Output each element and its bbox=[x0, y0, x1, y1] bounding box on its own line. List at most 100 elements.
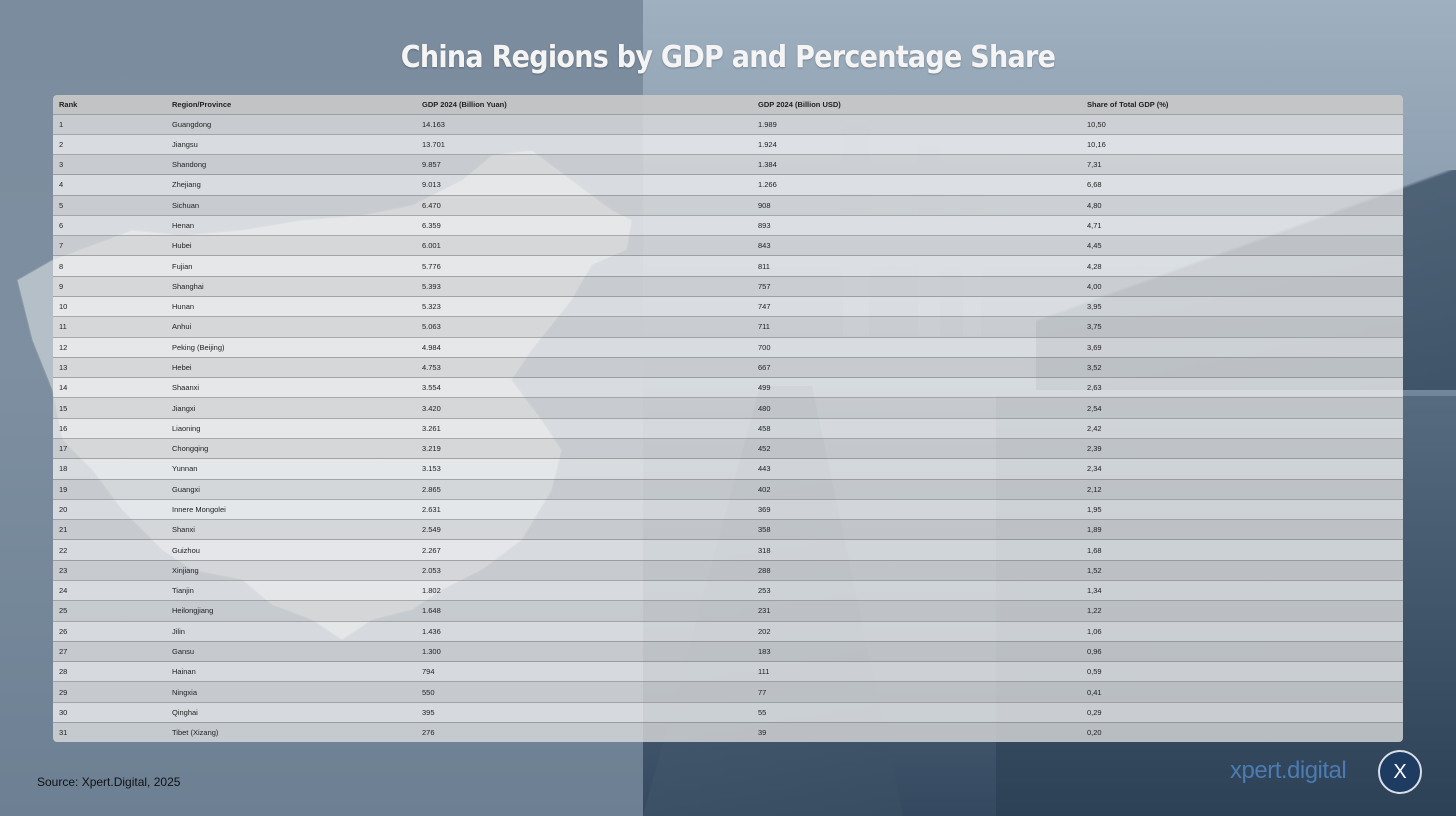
table-row: 7 Hubei 6.001 843 4,45 bbox=[53, 235, 1403, 256]
cell-gdp-usd: 843 bbox=[752, 235, 1081, 256]
cell-share: 1,52 bbox=[1081, 559, 1403, 581]
cell-share: 2,39 bbox=[1081, 437, 1403, 459]
cell-rank: 9 bbox=[53, 275, 166, 297]
cell-gdp-yuan: 5.063 bbox=[416, 316, 752, 338]
cell-share: 10,16 bbox=[1081, 133, 1403, 155]
cell-share: 0,96 bbox=[1081, 640, 1403, 662]
table-row: 24 Tianjin 1.802 253 1,34 bbox=[53, 579, 1403, 601]
cell-gdp-usd: 757 bbox=[752, 275, 1081, 297]
cell-gdp-yuan: 4.753 bbox=[416, 356, 752, 378]
table-row: 16 Liaoning 3.261 458 2,42 bbox=[53, 417, 1403, 439]
cell-share: 3,75 bbox=[1081, 316, 1403, 338]
cell-region: Shaanxi bbox=[166, 377, 416, 398]
cell-region: Tibet (Xizang) bbox=[166, 721, 416, 742]
cell-region: Yunnan bbox=[166, 458, 416, 480]
cell-gdp-yuan: 3.153 bbox=[416, 458, 752, 480]
cell-share: 10,50 bbox=[1081, 113, 1403, 135]
cell-gdp-yuan: 1.436 bbox=[416, 620, 752, 642]
cell-region: Heilongjiang bbox=[166, 600, 416, 622]
cell-gdp-yuan: 550 bbox=[416, 681, 752, 703]
cell-region: Qinghai bbox=[166, 701, 416, 723]
cell-rank: 10 bbox=[53, 296, 166, 317]
cell-share: 2,12 bbox=[1081, 478, 1403, 500]
cell-gdp-yuan: 5.776 bbox=[416, 255, 752, 277]
cell-gdp-yuan: 276 bbox=[416, 721, 752, 742]
cell-rank: 17 bbox=[53, 437, 166, 459]
cell-gdp-yuan: 9.857 bbox=[416, 154, 752, 175]
cell-share: 2,42 bbox=[1081, 417, 1403, 439]
cell-gdp-usd: 443 bbox=[752, 458, 1081, 480]
table-row: 26 Jilin 1.436 202 1,06 bbox=[53, 620, 1403, 642]
cell-gdp-yuan: 794 bbox=[416, 661, 752, 682]
cell-share: 4,45 bbox=[1081, 235, 1403, 256]
cell-region: Zhejiang bbox=[166, 174, 416, 196]
cell-gdp-yuan: 1.648 bbox=[416, 600, 752, 622]
table-row: 6 Henan 6.359 893 4,71 bbox=[53, 214, 1403, 236]
cell-rank: 13 bbox=[53, 356, 166, 378]
cell-gdp-usd: 77 bbox=[752, 681, 1081, 703]
cell-gdp-usd: 288 bbox=[752, 559, 1081, 581]
column-header-rank: Rank bbox=[53, 95, 166, 114]
table-row: 20 Innere Mongolei 2.631 369 1,95 bbox=[53, 498, 1403, 520]
cell-gdp-yuan: 6.470 bbox=[416, 194, 752, 216]
cell-share: 4,28 bbox=[1081, 255, 1403, 277]
table-row: 25 Heilongjiang 1.648 231 1,22 bbox=[53, 600, 1403, 622]
table-row: 30 Qinghai 395 55 0,29 bbox=[53, 701, 1403, 723]
cell-gdp-usd: 700 bbox=[752, 336, 1081, 358]
cell-region: Liaoning bbox=[166, 417, 416, 439]
cell-rank: 25 bbox=[53, 600, 166, 622]
cell-share: 3,69 bbox=[1081, 336, 1403, 358]
cell-share: 1,22 bbox=[1081, 600, 1403, 622]
cell-share: 1,68 bbox=[1081, 539, 1403, 561]
cell-region: Jiangxi bbox=[166, 397, 416, 419]
cell-gdp-yuan: 2.267 bbox=[416, 539, 752, 561]
table-row: 21 Shanxi 2.549 358 1,89 bbox=[53, 519, 1403, 540]
cell-gdp-yuan: 14.163 bbox=[416, 113, 752, 135]
cell-region: Guizhou bbox=[166, 539, 416, 561]
cell-gdp-usd: 667 bbox=[752, 356, 1081, 378]
cell-gdp-usd: 318 bbox=[752, 539, 1081, 561]
column-header-gdp-usd: GDP 2024 (Billion USD) bbox=[752, 95, 1081, 114]
table-row: 3 Shandong 9.857 1.384 7,31 bbox=[53, 154, 1403, 175]
cell-region: Shandong bbox=[166, 154, 416, 175]
table-row: 4 Zhejiang 9.013 1.266 6,68 bbox=[53, 174, 1403, 196]
cell-gdp-yuan: 1.300 bbox=[416, 640, 752, 662]
cell-gdp-usd: 39 bbox=[752, 721, 1081, 742]
cell-region: Jiangsu bbox=[166, 133, 416, 155]
cell-region: Jilin bbox=[166, 620, 416, 642]
source-note: Source: Xpert.Digital, 2025 bbox=[37, 775, 181, 789]
cell-rank: 6 bbox=[53, 214, 166, 236]
cell-gdp-usd: 458 bbox=[752, 417, 1081, 439]
cell-region: Hainan bbox=[166, 661, 416, 682]
cell-region: Henan bbox=[166, 214, 416, 236]
cell-rank: 30 bbox=[53, 701, 166, 723]
cell-gdp-usd: 811 bbox=[752, 255, 1081, 277]
cell-gdp-usd: 747 bbox=[752, 296, 1081, 317]
table-row: 9 Shanghai 5.393 757 4,00 bbox=[53, 275, 1403, 297]
table-row: 2 Jiangsu 13.701 1.924 10,16 bbox=[53, 133, 1403, 155]
cell-region: Fujian bbox=[166, 255, 416, 277]
cell-rank: 28 bbox=[53, 661, 166, 682]
cell-gdp-yuan: 9.013 bbox=[416, 174, 752, 196]
table-row: 19 Guangxi 2.865 402 2,12 bbox=[53, 478, 1403, 500]
table-row: 1 Guangdong 14.163 1.989 10,50 bbox=[53, 113, 1403, 135]
cell-gdp-yuan: 1.802 bbox=[416, 579, 752, 601]
cell-rank: 3 bbox=[53, 154, 166, 175]
cell-rank: 19 bbox=[53, 478, 166, 500]
cell-gdp-usd: 402 bbox=[752, 478, 1081, 500]
cell-share: 1,95 bbox=[1081, 498, 1403, 520]
cell-region: Ningxia bbox=[166, 681, 416, 703]
cell-gdp-usd: 452 bbox=[752, 437, 1081, 459]
table-header-row: Rank Region/Province GDP 2024 (Billion Y… bbox=[53, 95, 1403, 114]
cell-rank: 31 bbox=[53, 721, 166, 742]
table-row: 28 Hainan 794 111 0,59 bbox=[53, 661, 1403, 682]
cell-rank: 7 bbox=[53, 235, 166, 256]
cell-gdp-yuan: 395 bbox=[416, 701, 752, 723]
cell-gdp-usd: 202 bbox=[752, 620, 1081, 642]
cell-gdp-usd: 231 bbox=[752, 600, 1081, 622]
cell-share: 0,29 bbox=[1081, 701, 1403, 723]
cell-gdp-usd: 499 bbox=[752, 377, 1081, 398]
cell-region: Anhui bbox=[166, 316, 416, 338]
cell-gdp-usd: 111 bbox=[752, 661, 1081, 682]
table-row: 23 Xinjiang 2.053 288 1,52 bbox=[53, 559, 1403, 581]
